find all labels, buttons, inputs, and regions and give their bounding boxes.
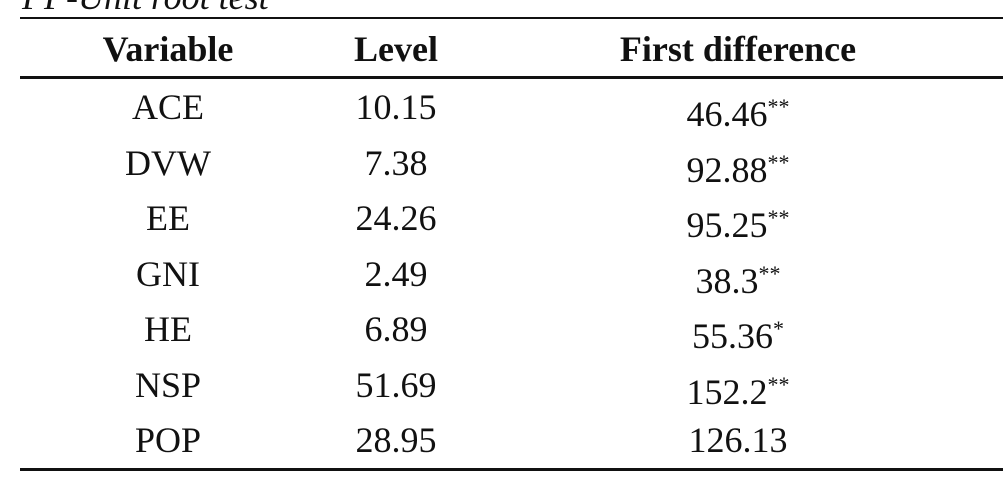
table-title: PP-Unit root test bbox=[22, 0, 269, 18]
table-cell: 6.89 bbox=[364, 309, 428, 349]
header-cell: Variable bbox=[102, 29, 234, 69]
table-cell: NSP bbox=[134, 364, 202, 405]
table-cell: 95.25** bbox=[686, 205, 790, 245]
table-cell: GNI bbox=[136, 253, 200, 294]
table-cell: 152.2** bbox=[686, 371, 790, 412]
table-cell: 55.36* bbox=[692, 316, 784, 356]
table-cell: POP bbox=[134, 420, 202, 460]
table-cell: DVW bbox=[125, 142, 211, 183]
table-cell: 2.49 bbox=[364, 253, 428, 294]
table-cell: 10.15 bbox=[355, 87, 437, 127]
header-cell: First difference bbox=[619, 29, 857, 69]
header-rule bbox=[20, 76, 1003, 79]
header-cell: Level bbox=[354, 29, 438, 69]
bottom-rule bbox=[20, 468, 1003, 471]
table-cell: 7.38 bbox=[364, 142, 428, 183]
table-cell: 24.26 bbox=[355, 198, 437, 238]
table-cell: 92.88** bbox=[686, 149, 790, 190]
table-cell: 38.3** bbox=[695, 260, 781, 301]
top-rule bbox=[20, 17, 1003, 19]
table-cell: EE bbox=[146, 198, 190, 238]
table-cell: 28.95 bbox=[355, 420, 437, 460]
table-cell: HE bbox=[144, 309, 192, 349]
table-cell: 51.69 bbox=[355, 364, 437, 405]
table-cell: 46.46** bbox=[686, 94, 790, 134]
table-cell: ACE bbox=[132, 87, 204, 127]
table-cell: 126.13 bbox=[688, 420, 788, 460]
